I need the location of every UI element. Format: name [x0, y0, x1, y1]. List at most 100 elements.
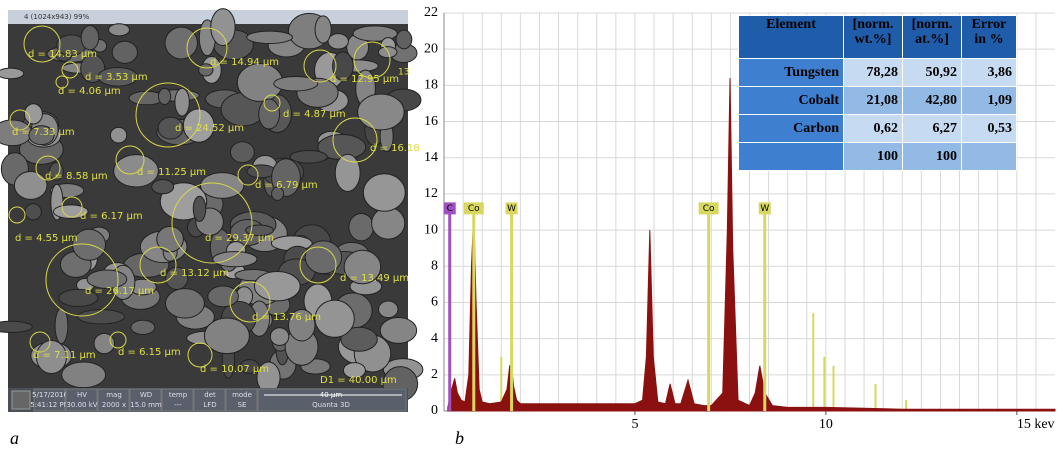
info-text: temp: [169, 391, 188, 399]
measure-label: d = 13.76 µm: [252, 312, 321, 323]
particle: [343, 249, 382, 285]
particle: [395, 29, 413, 50]
measure-circle: [299, 246, 337, 284]
marker-box: [463, 202, 484, 215]
particle: [164, 288, 205, 319]
particle: [35, 339, 67, 375]
particle: [54, 307, 69, 345]
particle: [151, 179, 175, 195]
particle: [229, 141, 255, 164]
info-text: mag: [106, 391, 122, 399]
particle: [314, 299, 355, 338]
marker-box: [758, 202, 771, 215]
info-cell: [225, 388, 258, 412]
info-cell: [97, 388, 130, 412]
particle: [109, 126, 128, 144]
measure-label: d = 12.95 µm: [330, 74, 399, 85]
particles: [0, 8, 424, 402]
header-cell: [norm. wt.%]: [843, 15, 903, 59]
x-tick-label: 10: [819, 417, 833, 432]
measure-label: d = 10.07 µm: [200, 364, 269, 375]
particle: [165, 266, 189, 290]
particle: [156, 225, 184, 253]
y-tick-label: 18: [424, 78, 438, 93]
particle: [314, 15, 332, 44]
measure-label: d = 13.12 µm: [160, 268, 229, 279]
measure-label: d = 16.18: [370, 143, 420, 154]
value-cell: 100: [902, 142, 962, 171]
measure-label: d = 26.17 µm: [85, 286, 154, 297]
particle: [327, 33, 349, 50]
measure-circle: [45, 243, 119, 317]
particle: [288, 308, 316, 342]
particle: [174, 87, 190, 117]
measure-label: d = 29.37 µm: [205, 233, 274, 244]
info-text: mode: [232, 391, 252, 399]
particle: [210, 8, 236, 47]
y-tick-label: 16: [424, 114, 438, 129]
particle: [246, 164, 276, 179]
y-tick-label: 0: [431, 403, 438, 418]
measure-circle: [187, 342, 213, 368]
y-tick-label: 4: [431, 331, 438, 346]
value-cell: 100: [843, 142, 903, 171]
particle: [203, 317, 250, 355]
y-tick-label: 20: [424, 41, 438, 56]
particle: [111, 40, 138, 64]
particle: [157, 87, 172, 105]
marker-box: [505, 202, 518, 215]
y-tick-label: 10: [424, 222, 438, 237]
measure-circle: [35, 155, 61, 181]
info-cell: [65, 388, 98, 412]
particle: [377, 46, 398, 59]
info-text: WD: [140, 391, 152, 399]
table-row: 100 100: [738, 142, 1017, 171]
value-cell: 0,62: [843, 114, 903, 143]
measure-label: d = 24.52 µm: [175, 123, 244, 134]
marker-label: W: [760, 204, 769, 214]
table-row: Cobalt 21,08 42,80 1,09: [738, 86, 1017, 115]
particle: [371, 206, 406, 240]
particle: [378, 300, 399, 319]
particle: [108, 23, 131, 37]
info-text: SE: [238, 401, 247, 409]
measure-label: d = 11.25 µm: [137, 167, 206, 178]
panel-label: b: [455, 428, 464, 448]
particle: [28, 125, 55, 146]
particle: [164, 26, 198, 60]
info-cell: [33, 388, 66, 412]
header-cell: [norm. at.%]: [902, 15, 962, 59]
y-tick-label: 2: [431, 367, 438, 382]
particle: [200, 172, 245, 199]
x-tick-label: 15 kev: [1017, 417, 1055, 432]
marker-label: C: [447, 204, 453, 214]
particle: [61, 361, 107, 389]
particle: [0, 67, 25, 80]
table-row: Carbon 0,62 6,27 0,53: [738, 114, 1017, 143]
particle: [304, 240, 343, 275]
value-cell: [961, 142, 1017, 171]
y-tick-label: 6: [431, 295, 438, 310]
particle: [198, 63, 214, 77]
particle: [58, 288, 99, 307]
measure-circle: [171, 182, 253, 264]
panel-label: a: [10, 428, 19, 448]
particle: [340, 326, 378, 352]
value-cell: 21,08: [843, 86, 903, 115]
y-tick-label: 12: [424, 186, 438, 201]
info-text: 5/17/2016: [32, 391, 68, 399]
particle: [342, 362, 366, 379]
measure-label: d = 4.06 µm: [58, 86, 121, 97]
y-tick-label: 8: [431, 258, 438, 273]
marker-box: [698, 202, 719, 215]
value-cell: 3,86: [961, 58, 1017, 87]
particle: [269, 327, 290, 346]
info-text: 15.0 mm: [130, 401, 162, 409]
measure-label: d = 3.53 µm: [85, 72, 148, 83]
particle: [93, 332, 116, 355]
measure-circle: [353, 41, 391, 79]
header-cell: Element: [738, 15, 844, 59]
measure-label: d = 4.55 µm: [15, 233, 78, 244]
